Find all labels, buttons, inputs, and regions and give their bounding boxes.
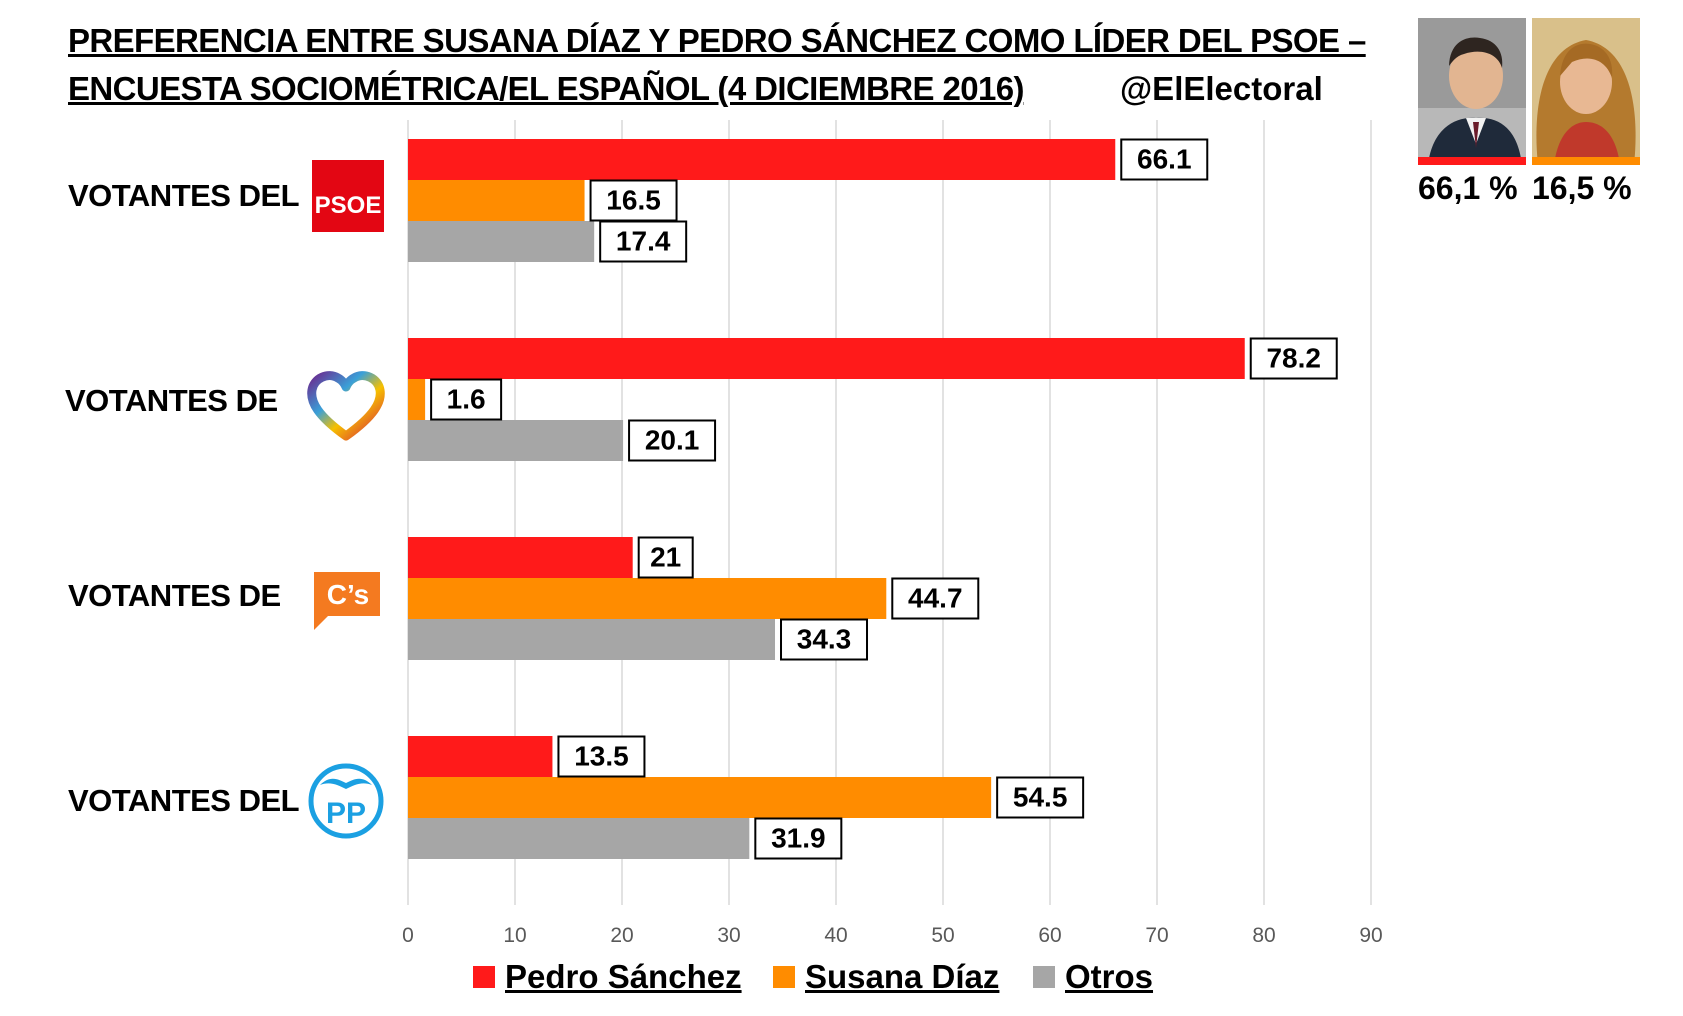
row-label-pp: VOTANTES DEL bbox=[68, 783, 300, 818]
data-label: 34.3 bbox=[797, 624, 852, 655]
data-label-box bbox=[1249, 337, 1338, 380]
psoe-logo: PSOE bbox=[312, 160, 384, 232]
data-label-box bbox=[754, 817, 843, 860]
data-label: 1.6 bbox=[447, 384, 486, 415]
x-tick-label: 30 bbox=[717, 924, 740, 947]
bar-pedro-s-nchez bbox=[408, 736, 553, 777]
x-tick-label: 50 bbox=[931, 924, 954, 947]
row-label-psoe: VOTANTES DEL bbox=[68, 178, 300, 213]
x-tick-label: 60 bbox=[1038, 924, 1061, 947]
legend-item-susana: Susana Díaz bbox=[773, 958, 999, 996]
x-tick-label: 0 bbox=[402, 924, 414, 947]
data-label-box bbox=[637, 536, 694, 579]
row-label-cs: VOTANTES DE bbox=[68, 578, 281, 613]
twitter-handle: @ElElectoral bbox=[1120, 70, 1323, 107]
susana-diaz-photo bbox=[1532, 18, 1640, 165]
data-label-box bbox=[891, 577, 980, 620]
pp-logo-text: PP bbox=[326, 797, 366, 830]
legend-swatch-susana bbox=[773, 966, 795, 988]
data-label: 44.7 bbox=[908, 583, 963, 614]
data-label-box bbox=[589, 179, 678, 222]
x-tick-label: 40 bbox=[824, 924, 847, 947]
x-tick-label: 20 bbox=[610, 924, 633, 947]
ciudadanos-logo-text: C’s bbox=[327, 579, 370, 610]
data-label-box bbox=[996, 776, 1085, 819]
bar-susana-d-az bbox=[408, 578, 887, 619]
data-label: 13.5 bbox=[574, 741, 629, 772]
bar-pedro-s-nchez bbox=[408, 338, 1245, 379]
x-tick-label: 10 bbox=[503, 924, 526, 947]
data-label: 78.2 bbox=[1266, 343, 1321, 374]
data-label: 54.5 bbox=[1013, 782, 1068, 813]
data-label: 16.5 bbox=[606, 185, 661, 216]
susana-photo-bar bbox=[1532, 157, 1640, 165]
data-label: 21 bbox=[650, 542, 681, 573]
chart-title-line1: PREFERENCIA ENTRE SUSANA DÍAZ Y PEDRO SÁ… bbox=[68, 22, 1366, 59]
data-label-box bbox=[780, 618, 869, 661]
data-label-box bbox=[628, 419, 717, 462]
data-label-box bbox=[557, 735, 646, 778]
ciudadanos-logo: C’s bbox=[310, 568, 384, 632]
data-label: 17.4 bbox=[616, 226, 671, 257]
podemos-heart-logo bbox=[306, 370, 386, 442]
bar-otros bbox=[408, 221, 595, 262]
bar-pedro-s-nchez bbox=[408, 537, 633, 578]
legend-label-pedro: Pedro Sánchez bbox=[505, 958, 742, 995]
legend-item-otros: Otros bbox=[1033, 958, 1153, 996]
x-tick-label: 80 bbox=[1252, 924, 1275, 947]
bar-susana-d-az bbox=[408, 180, 585, 221]
legend: Pedro Sánchez Susana Díaz Otros bbox=[0, 958, 1683, 1008]
bar-susana-d-az bbox=[408, 777, 992, 818]
bar-susana-d-az bbox=[408, 379, 426, 420]
bars bbox=[408, 139, 1245, 859]
legend-label-otros: Otros bbox=[1065, 958, 1154, 995]
bar-otros bbox=[408, 818, 750, 859]
legend-swatch-pedro bbox=[473, 966, 495, 988]
susana-diaz-pct: 16,5 % bbox=[1532, 170, 1632, 206]
bar-otros bbox=[408, 619, 776, 660]
pedro-sanchez-pct: 66,1 % bbox=[1418, 170, 1518, 206]
x-tick-label: 70 bbox=[1145, 924, 1168, 947]
psoe-logo-text: PSOE bbox=[315, 192, 382, 219]
x-tick-label: 90 bbox=[1359, 924, 1382, 947]
pedro-sanchez-photo bbox=[1418, 18, 1526, 165]
data-label-box bbox=[1120, 138, 1209, 181]
value-labels: 66.1 78.2 21 13.5 16.5 1.6 44.7 54.5 17.4 20.1 34.… bbox=[430, 138, 1338, 860]
data-label: 20.1 bbox=[645, 425, 700, 456]
bar-pedro-s-nchez bbox=[408, 139, 1116, 180]
row-label-podemos: VOTANTES DE bbox=[65, 383, 278, 418]
pp-logo: PP bbox=[308, 763, 384, 839]
bar-chart: 66.1 78.2 21 13.5 16.5 1.6 44.7 54.5 17.4 20.1 34.… bbox=[402, 120, 1383, 947]
data-label: 66.1 bbox=[1137, 144, 1192, 175]
data-label-box bbox=[430, 378, 503, 421]
data-label-box bbox=[599, 220, 688, 263]
legend-item-pedro: Pedro Sánchez bbox=[473, 958, 742, 996]
data-label: 31.9 bbox=[771, 823, 826, 854]
bar-otros bbox=[408, 420, 624, 461]
x-axis-ticks: 0 10 20 30 40 50 60 70 80 90 bbox=[402, 924, 1383, 947]
chart-title-line2: ENCUESTA SOCIOMÉTRICA/EL ESPAÑOL (4 DICI… bbox=[68, 70, 1024, 107]
legend-swatch-otros bbox=[1033, 966, 1055, 988]
pedro-photo-bar bbox=[1418, 157, 1526, 165]
legend-label-susana: Susana Díaz bbox=[805, 958, 1000, 995]
